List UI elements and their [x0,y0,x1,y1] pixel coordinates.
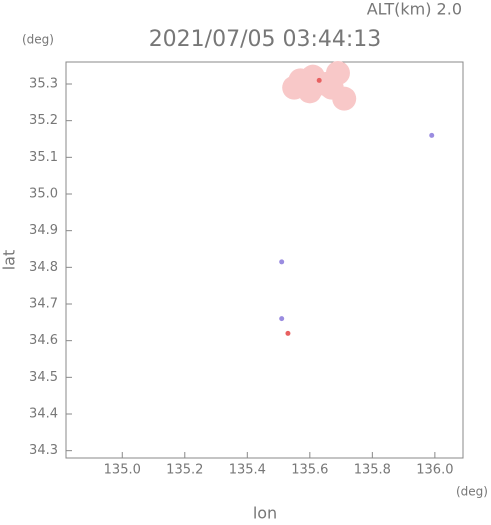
y-tick-label: 34.4 [29,407,58,422]
echo-point [319,75,344,100]
x-tick-label: 135.8 [354,463,391,478]
y-tick-label: 35.2 [29,113,58,128]
x-tick-label: 135.6 [291,463,328,478]
y-tick-label: 35.1 [29,150,58,165]
y-tick-label: 35.0 [29,187,58,202]
echo-point [279,259,285,265]
x-tick-label: 135.0 [104,463,141,478]
y-unit: (deg) [22,33,54,47]
x-tick-label: 135.2 [166,463,203,478]
y-tick-label: 34.7 [29,297,58,312]
echo-point [285,330,291,336]
echo-point [316,77,322,83]
echo-point [282,75,307,100]
plot-frame [65,61,464,459]
x-unit: (deg) [456,485,488,499]
altitude-label: ALT(km) 2.0 [367,0,462,19]
echo-point [279,316,285,322]
x-tick-label: 135.4 [229,463,266,478]
y-tick-label: 35.3 [29,77,58,92]
y-tick-label: 34.3 [29,443,58,458]
y-tick-label: 34.5 [29,370,58,385]
y-tick-label: 34.6 [29,333,58,348]
y-axis-label: lat [0,250,19,271]
echo-point [429,132,435,138]
y-tick-label: 34.9 [29,223,58,238]
x-tick-label: 136.0 [416,463,453,478]
x-axis-label: lon [253,504,277,522]
y-tick-label: 34.8 [29,260,58,275]
chart-title: 2021/07/05 03:44:13 [149,27,382,52]
